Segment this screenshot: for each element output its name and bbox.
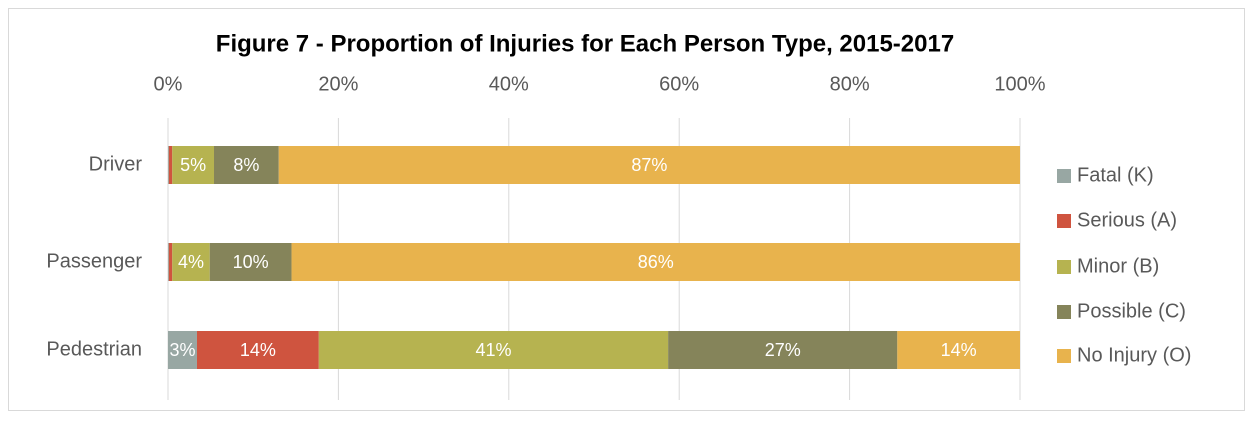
legend-label: Fatal (K) bbox=[1077, 164, 1154, 186]
bar-segment bbox=[168, 146, 169, 184]
bar-segment bbox=[168, 243, 173, 281]
bar-segment bbox=[291, 243, 1020, 281]
chart-title: Figure 7 - Proportion of Injuries for Ea… bbox=[216, 30, 954, 57]
legend-label: Minor (B) bbox=[1077, 255, 1159, 277]
legend-swatch bbox=[1057, 260, 1071, 274]
category-label: Driver bbox=[89, 153, 143, 175]
data-label: 8% bbox=[233, 155, 259, 175]
legend-swatch bbox=[1057, 169, 1071, 183]
legend-label: No Injury (O) bbox=[1077, 344, 1191, 366]
data-label: 87% bbox=[631, 155, 667, 175]
bar-segment bbox=[196, 331, 319, 369]
x-tick-label: 80% bbox=[830, 73, 870, 95]
x-tick-label: 40% bbox=[489, 73, 529, 95]
category-label: Passenger bbox=[46, 250, 142, 272]
data-label: 86% bbox=[638, 252, 674, 272]
data-label: 3% bbox=[169, 340, 195, 360]
data-label: 4% bbox=[178, 252, 204, 272]
legend-label: Possible (C) bbox=[1077, 300, 1186, 322]
bar-segment bbox=[214, 146, 279, 184]
x-tick-label: 60% bbox=[659, 73, 699, 95]
data-label: 27% bbox=[765, 340, 801, 360]
bar-segment bbox=[668, 331, 898, 369]
x-tick-label: 0% bbox=[154, 73, 183, 95]
data-label: 14% bbox=[240, 340, 276, 360]
data-label: 5% bbox=[180, 155, 206, 175]
category-label: Pedestrian bbox=[46, 338, 142, 360]
bar-segment bbox=[172, 146, 215, 184]
legend-swatch bbox=[1057, 305, 1071, 319]
bar-segment bbox=[168, 331, 197, 369]
bar-segment bbox=[168, 243, 169, 281]
bar-segment bbox=[168, 146, 173, 184]
bar-segment bbox=[278, 146, 1020, 184]
data-label: 14% bbox=[941, 340, 977, 360]
bar-segment bbox=[172, 243, 210, 281]
bar-segment bbox=[209, 243, 292, 281]
legend-swatch bbox=[1057, 214, 1071, 228]
x-tick-label: 100% bbox=[994, 73, 1045, 95]
bar-segment bbox=[897, 331, 1020, 369]
x-tick-label: 20% bbox=[318, 73, 358, 95]
data-label: 41% bbox=[475, 340, 511, 360]
legend-swatch bbox=[1057, 349, 1071, 363]
data-label: 10% bbox=[233, 252, 269, 272]
legend-label: Serious (A) bbox=[1077, 209, 1177, 231]
bar-segment bbox=[318, 331, 669, 369]
